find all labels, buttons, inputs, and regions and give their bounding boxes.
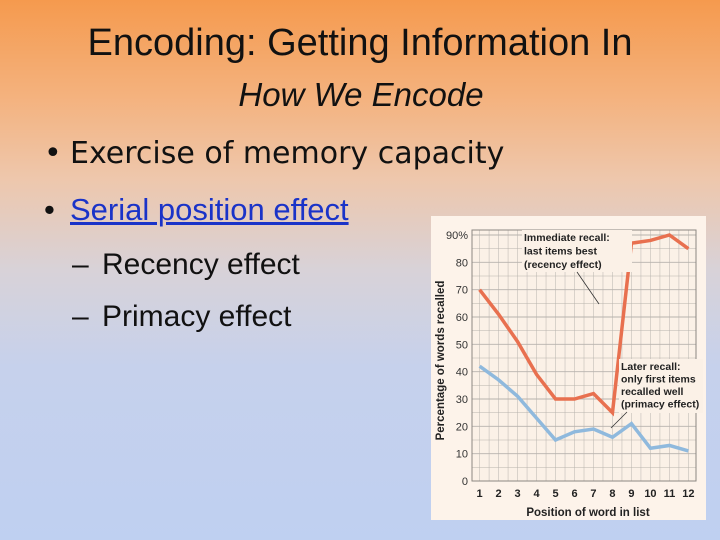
- x-tick-label: 2: [496, 488, 502, 500]
- serial-position-chart: 90% 80 70 60 50 40 30 20 10 0 1 2 3 4 5 6 7 8 9 10 11 12 Posit…: [431, 216, 706, 520]
- x-axis-label: Position of word in list: [526, 507, 649, 519]
- x-tick-label: 6: [571, 488, 577, 500]
- annotation-later-recall-line: (primacy effect): [621, 399, 699, 411]
- y-tick-label: 60: [456, 312, 468, 324]
- x-tick-label: 4: [533, 488, 540, 500]
- subbullet-text: Recency effect: [102, 248, 300, 281]
- x-tick-label: 3: [514, 488, 520, 500]
- serial-position-link[interactable]: Serial position effect: [70, 192, 349, 227]
- annotation-later-recall-bg: [619, 359, 703, 413]
- annotation-later-recall-line: Later recall:: [621, 361, 681, 373]
- annotation-later-recall-line: recalled well: [621, 386, 684, 398]
- y-tick-label: 90%: [446, 230, 468, 242]
- annotation-immediate-recall-bg: [522, 230, 632, 272]
- x-tick-label: 8: [609, 488, 615, 500]
- bullet-text: Exercise of memory capacity: [70, 136, 505, 171]
- x-tick-label: 1: [477, 488, 483, 500]
- annotation-immediate-recall-line: (recency effect): [524, 259, 602, 271]
- y-tick-label: 70: [456, 285, 468, 297]
- y-tick-label: 40: [456, 367, 468, 379]
- y-tick-label: 50: [456, 339, 468, 351]
- x-tick-label: 7: [590, 488, 596, 500]
- subbullet-text: Primacy effect: [102, 300, 292, 333]
- slide-title: Encoding: Getting Information In: [87, 22, 633, 64]
- slide-subtitle: How We Encode: [238, 76, 484, 113]
- x-tick-label: 11: [664, 488, 676, 500]
- x-tick-label: 10: [644, 488, 656, 500]
- bullet-marker: •: [44, 136, 62, 171]
- subbullet-item-primacy: – Primacy effect: [72, 300, 292, 334]
- x-tick-label: 12: [682, 488, 694, 500]
- annotation-leader-immediate: [576, 271, 600, 305]
- x-tick-label: 9: [628, 488, 634, 500]
- y-tick-label: 0: [462, 476, 468, 488]
- x-tick-label: 5: [552, 488, 558, 500]
- dash-marker: –: [72, 248, 89, 281]
- y-tick-label: 10: [456, 449, 468, 461]
- bullet-marker: •: [44, 192, 55, 227]
- dash-marker: –: [72, 300, 89, 333]
- annotation-immediate-recall-line: Immediate recall:: [524, 232, 610, 244]
- annotation-later-recall-line: only first items: [621, 374, 696, 386]
- later-recall-line: [478, 364, 689, 453]
- subbullet-item-recency: – Recency effect: [72, 248, 300, 282]
- bullet-item-memory-capacity: • Exercise of memory capacity: [44, 136, 504, 171]
- annotation-leader-later: [610, 411, 628, 429]
- y-tick-label: 20: [456, 421, 468, 433]
- y-tick-label: 30: [456, 394, 468, 406]
- annotation-immediate-recall-line: last items best: [524, 246, 597, 258]
- bullet-item-serial-position[interactable]: • Serial position effect: [44, 192, 349, 228]
- y-axis-label: Percentage of words recalled: [435, 281, 447, 441]
- y-tick-label: 80: [456, 257, 468, 269]
- immediate-recall-line: [478, 233, 690, 417]
